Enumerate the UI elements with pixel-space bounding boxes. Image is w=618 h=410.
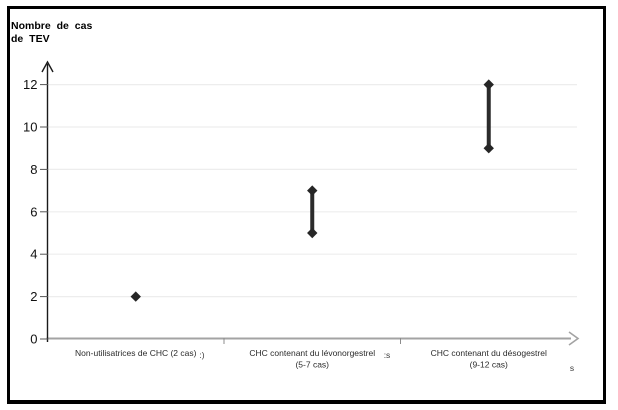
y-tick-label: 4 (30, 247, 37, 262)
x-axis-arrow-icon (568, 331, 580, 346)
category-label: CHC contenant du désogestrel (431, 348, 547, 358)
y-axis-arrow-icon (41, 60, 54, 73)
category-label: (5-7 cas) (295, 360, 329, 370)
chart-title: Nombre de cas de TEV (11, 20, 92, 46)
data-point-diamond-min (307, 227, 318, 239)
category-label: CHC contenant du lévonorgestrel (249, 348, 375, 358)
data-point-diamond-max (307, 185, 318, 196)
y-tick-label: 10 (23, 120, 37, 135)
data-point-diamond-min (483, 143, 494, 154)
y-tick-label: 0 (30, 332, 37, 347)
y-tick-label: 8 (30, 162, 37, 177)
data-point-diamond (130, 291, 141, 302)
y-tick-label: 6 (30, 204, 37, 219)
category-label: Non-utilisatrices de CHC (2 cas) (75, 348, 197, 358)
category-label: (9-12 cas) (470, 360, 508, 370)
chart-title-line-1: Nombre de cas (11, 20, 93, 32)
stray-text-fragment: :s (384, 350, 391, 360)
data-point-diamond-max (483, 79, 494, 90)
stray-text-fragment: s (570, 363, 574, 373)
stray-text-fragment: :) (199, 350, 204, 360)
y-tick-label: 12 (23, 77, 37, 92)
y-tick-label: 2 (30, 289, 37, 304)
chart-title-line-2: de TEV (11, 33, 50, 45)
